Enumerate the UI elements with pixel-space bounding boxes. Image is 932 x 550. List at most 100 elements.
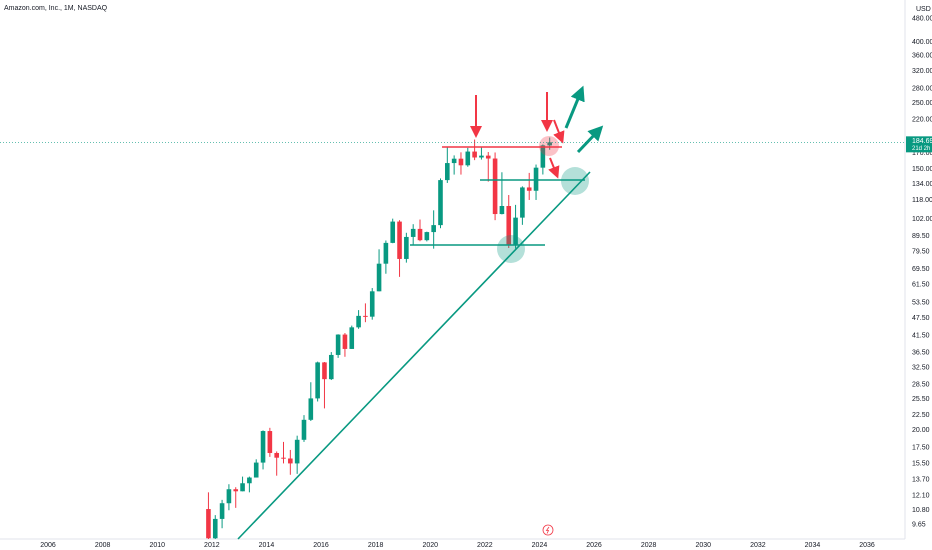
candle-body: [301, 419, 307, 440]
candle-body: [342, 334, 348, 349]
candle-body: [267, 431, 273, 453]
candle-body: [506, 206, 512, 245]
candle-body: [240, 483, 245, 492]
candle-body: [253, 462, 259, 478]
y-tick-label: 10.80: [912, 507, 930, 514]
y-tick-label: 360.00: [912, 53, 932, 60]
x-tick-label: 2030: [695, 542, 711, 549]
y-tick-label: 89.50: [912, 233, 930, 240]
candle-body: [349, 327, 355, 349]
countdown-label: 21d 2h: [912, 146, 930, 152]
x-tick-label: 2032: [750, 542, 766, 549]
candle-body: [526, 187, 532, 191]
x-tick-label: 2026: [586, 542, 602, 549]
candle-body: [431, 225, 436, 233]
y-tick-label: 20.00: [912, 427, 930, 434]
y-tick-label: 17.50: [912, 445, 930, 452]
y-tick-label: 12.10: [912, 492, 930, 499]
candle-body: [219, 503, 225, 519]
highlight-circle: [561, 167, 589, 195]
candle-body: [363, 315, 368, 317]
y-tick-label: 9.65: [912, 522, 926, 529]
candle-body: [335, 334, 341, 355]
arrow: [564, 85, 585, 129]
candle-body: [260, 431, 266, 463]
candle-body: [315, 362, 320, 399]
y-tick-label: 13.70: [912, 476, 930, 483]
candle-body: [485, 155, 491, 159]
candle-body: [233, 489, 239, 492]
candle-body: [206, 509, 211, 539]
highlight-circle: [539, 136, 559, 156]
arrow: [553, 119, 565, 144]
candle-body: [479, 155, 484, 158]
y-tick-label: 480.00: [912, 15, 932, 22]
candle-body: [492, 158, 498, 215]
candle-body: [520, 187, 525, 218]
candle-body: [472, 151, 477, 158]
y-tick-label: 250.00: [912, 100, 932, 107]
candle-body: [410, 228, 416, 237]
x-tick-label: 2024: [532, 542, 548, 549]
y-tick-label: 41.50: [912, 333, 930, 340]
candle-body: [540, 145, 546, 168]
x-tick-label: 2034: [805, 542, 821, 549]
x-tick-label: 2022: [477, 542, 493, 549]
candle-body: [226, 489, 232, 504]
highlight-circle: [497, 235, 525, 263]
y-tick-label: 170.00: [912, 150, 932, 157]
candles: [206, 137, 552, 539]
candle-body: [438, 180, 443, 226]
y-tick-label: 28.50: [912, 381, 930, 388]
y-tick-label: 25.50: [912, 396, 930, 403]
chart-title: Amazon.com, Inc., 1M, NASDAQ: [4, 5, 108, 12]
last-price-box: [906, 136, 932, 153]
y-tick-label: 220.00: [912, 117, 932, 124]
candle-body: [451, 158, 457, 164]
candle-body: [322, 362, 327, 380]
candle-body: [288, 458, 293, 464]
y-tick-label: 22.50: [912, 412, 930, 419]
arrow: [548, 157, 560, 179]
candle-body: [383, 242, 389, 264]
candle-body: [212, 518, 218, 539]
x-tick-label: 2008: [95, 542, 111, 549]
y-tick-label: 150.00: [912, 166, 932, 173]
y-tick-label: 102.00: [912, 216, 932, 223]
y-tick-label: 15.50: [912, 460, 930, 467]
candle-body: [369, 291, 375, 317]
trend-line: [237, 171, 591, 540]
y-tick-label: 280.00: [912, 85, 932, 92]
candle-body: [513, 217, 518, 245]
x-tick-label: 2012: [204, 542, 220, 549]
y-tick-label: 53.50: [912, 300, 930, 307]
y-tick-label: 400.00: [912, 39, 932, 46]
y-tick-label: 61.50: [912, 282, 930, 289]
y-tick-label: 32.50: [912, 364, 930, 371]
currency-label: USD: [916, 6, 931, 13]
y-tick-label: 47.50: [912, 315, 930, 322]
y-tick-label: 118.00: [912, 197, 932, 204]
candle-body: [397, 221, 402, 259]
x-tick-label: 2014: [259, 542, 275, 549]
x-tick-label: 2036: [859, 542, 875, 549]
candle-body: [281, 457, 286, 459]
y-tick-label: 69.50: [912, 266, 930, 273]
drawings: [237, 85, 604, 540]
x-tick-label: 2028: [641, 542, 657, 549]
last-price-label: 184.69: [912, 138, 932, 145]
arrow: [576, 125, 604, 154]
candle-body: [465, 151, 471, 166]
candle-body: [247, 477, 252, 484]
candle-body: [274, 452, 279, 458]
event-icon-bolt: [545, 526, 550, 534]
candle-body: [308, 398, 314, 420]
y-tick-label: 320.00: [912, 68, 932, 75]
y-tick-label: 134.00: [912, 181, 932, 188]
x-tick-label: 2018: [368, 542, 384, 549]
candle-body: [376, 263, 382, 292]
candle-body: [356, 315, 361, 328]
candle-body: [328, 354, 334, 380]
